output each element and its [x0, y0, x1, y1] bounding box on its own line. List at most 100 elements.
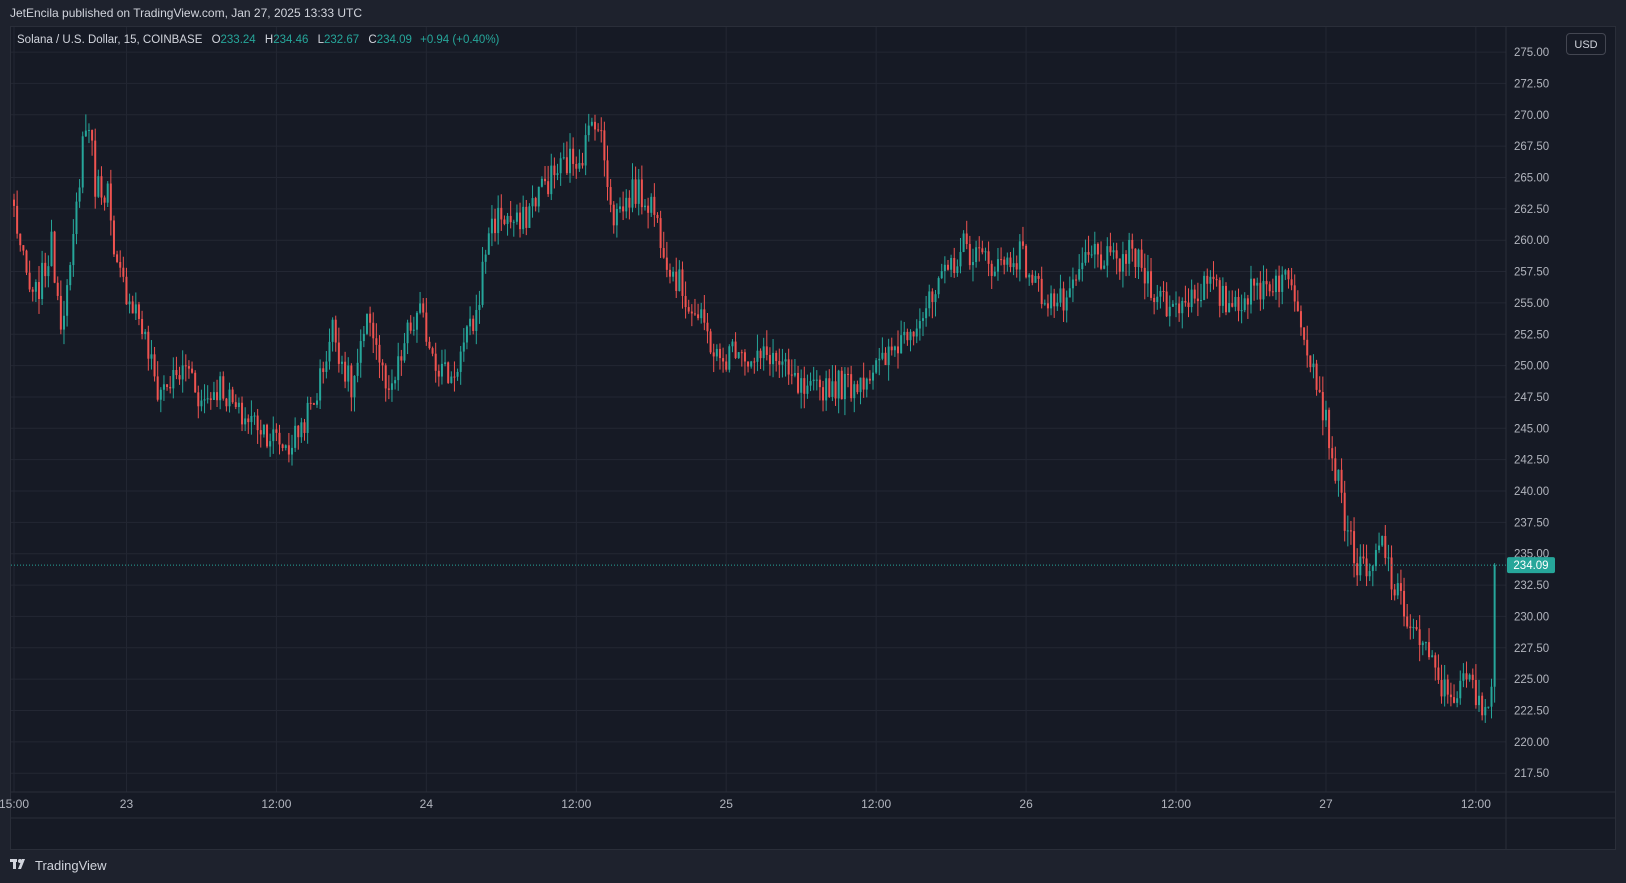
candle-body [47, 266, 50, 277]
candle-body [1100, 254, 1103, 269]
candle-body [141, 318, 144, 335]
candle-body [1065, 297, 1068, 311]
candle-body [244, 418, 247, 425]
candle-body [34, 282, 37, 292]
candle-body [912, 331, 915, 337]
candle-body [737, 352, 740, 358]
candle-body [1159, 290, 1162, 297]
candle-body [678, 269, 681, 292]
candle-body [1021, 241, 1024, 246]
candle-body [1178, 303, 1181, 314]
candle-body [1487, 706, 1490, 708]
candle-body [1471, 674, 1474, 681]
candle-body [72, 234, 75, 266]
candle-body [1390, 557, 1393, 590]
candle-body [181, 365, 184, 380]
candle-body [687, 307, 690, 312]
candle-body [1140, 249, 1143, 268]
candle-body [594, 121, 597, 130]
candle-body [978, 247, 981, 249]
candle-body [422, 303, 425, 313]
candle-body [569, 148, 572, 174]
candle-body [56, 282, 59, 296]
candle-body [1084, 252, 1087, 263]
candle-body [1334, 458, 1337, 481]
candle-body [1153, 297, 1156, 303]
candle-body [1087, 252, 1090, 255]
candle-body [784, 359, 787, 362]
price-tick-label: 232.50 [1514, 580, 1549, 592]
candle-body [487, 233, 490, 255]
candle-body [219, 376, 222, 401]
candle-body [434, 353, 437, 371]
candle-body [297, 425, 300, 438]
candle-body [362, 333, 365, 342]
price-tick-label: 262.50 [1514, 204, 1549, 216]
candle-body [1474, 680, 1477, 706]
candle-body [447, 362, 450, 383]
candle-body [1237, 296, 1240, 311]
candle-body [925, 308, 928, 319]
candle-body [971, 262, 974, 266]
candle-body [1006, 257, 1009, 265]
candle-body [1274, 275, 1277, 293]
candle-body [812, 379, 815, 382]
candle-body [365, 313, 368, 334]
candle-body [1243, 298, 1246, 311]
tradingview-footer[interactable]: TradingView [10, 858, 107, 873]
candle-body [112, 220, 115, 255]
candle-body [909, 331, 912, 341]
candle-body [175, 369, 178, 376]
price-tick-label: 257.50 [1514, 267, 1549, 279]
candle-body [628, 197, 631, 208]
candle-body [450, 376, 453, 383]
candle-body [91, 129, 94, 141]
candle-body [1399, 583, 1402, 591]
tradingview-logo-icon [10, 858, 30, 873]
candle-body [1371, 566, 1374, 572]
candle-body [234, 402, 237, 408]
candle-body [712, 352, 715, 357]
candle-body [444, 362, 447, 364]
candle-body [1484, 706, 1487, 716]
chart-frame[interactable] [10, 26, 1616, 850]
candle-body [353, 375, 356, 398]
candle-body [1059, 288, 1062, 303]
candle-body [1228, 303, 1231, 313]
candle-body [890, 346, 893, 351]
candle-body [1078, 269, 1081, 280]
candle-body [1424, 642, 1427, 644]
candle-body [259, 430, 262, 435]
candle-body [706, 322, 709, 332]
candle-body [134, 304, 137, 314]
candle-body [1393, 589, 1396, 596]
change-value: +0.94 (+0.40%) [420, 34, 500, 46]
candle-body [253, 415, 256, 417]
candle-body [853, 384, 856, 399]
candle-body [1259, 282, 1262, 300]
candle-body [1256, 282, 1259, 286]
candle-body [856, 384, 859, 393]
candle-body [325, 361, 328, 372]
last-price-label: 234.09 [1513, 560, 1548, 572]
candle-body [1309, 355, 1312, 368]
candle-body [659, 218, 662, 249]
candle-body [1324, 409, 1327, 421]
candle-body [490, 218, 493, 234]
candle-body [1106, 246, 1109, 266]
candle-body [1306, 339, 1309, 356]
candle-body [328, 341, 331, 362]
candle-body [875, 360, 878, 373]
currency-button[interactable]: USD [1566, 33, 1606, 55]
candle-body [722, 358, 725, 362]
price-tick-label: 237.50 [1514, 517, 1549, 529]
candle-body [1037, 275, 1040, 279]
candle-body [1321, 392, 1324, 421]
candle-body [887, 346, 890, 366]
candle-body [409, 322, 412, 331]
candle-body [1356, 563, 1359, 576]
candle-body [203, 399, 206, 401]
candle-body [469, 318, 472, 327]
candle-body [1121, 254, 1124, 272]
